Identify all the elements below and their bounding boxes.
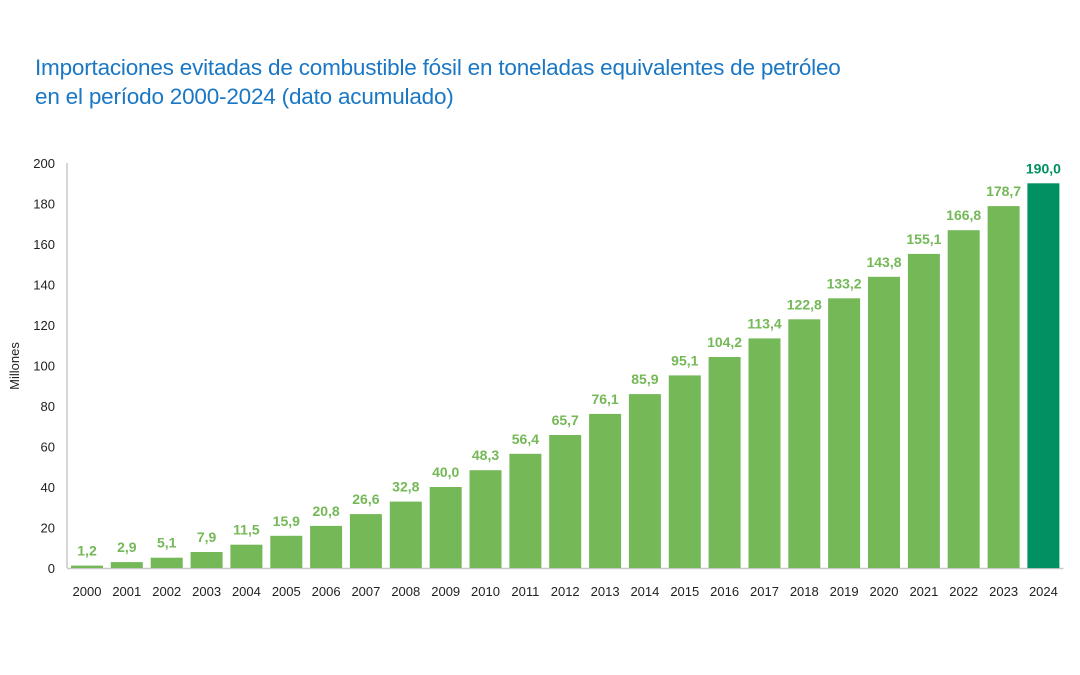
x-tick-label-2004: 2004: [232, 584, 261, 599]
x-tick-label-2011: 2011: [511, 584, 539, 599]
data-label-2023: 178,7: [986, 183, 1021, 199]
chart-title-line-2: en el período 2000-2024 (dato acumulado): [35, 84, 454, 109]
y-tick-label: 180: [33, 197, 55, 212]
x-tick-label-2005: 2005: [272, 584, 301, 599]
data-label-2017: 113,4: [747, 315, 781, 331]
bar-2005: [270, 535, 303, 568]
y-axis-ticks: 0 20 40 60 80 100 120 140 160 180 200: [33, 156, 55, 576]
data-label-2024: 190,0: [1026, 160, 1061, 176]
data-label-2019: 133,2: [827, 275, 862, 291]
bar-2014: [628, 394, 661, 568]
y-tick-label: 140: [33, 278, 55, 293]
bar-2015: [668, 375, 701, 568]
bar-2000: [71, 565, 103, 568]
chart-title: Importaciones evitadas de combustible fó…: [35, 53, 841, 111]
bar-2019: [828, 298, 861, 568]
data-label-2014: 85,9: [631, 371, 658, 387]
data-label-2009: 40,0: [432, 464, 459, 480]
data-label-2012: 65,7: [552, 412, 579, 428]
x-tick-label-2014: 2014: [630, 584, 659, 599]
bar-2012: [549, 435, 582, 568]
bar-2007: [349, 514, 382, 568]
bar-2001: [110, 562, 143, 568]
bar-2013: [589, 413, 622, 568]
bar-2002: [150, 557, 183, 568]
x-tick-label-2000: 2000: [73, 584, 102, 599]
bar-2008: [389, 501, 422, 568]
y-tick-label: 0: [48, 561, 55, 576]
data-label-2011: 56,4: [512, 431, 539, 447]
data-label-2016: 104,2: [707, 334, 742, 350]
y-tick-label: 60: [41, 440, 55, 455]
bar-2021: [907, 253, 940, 568]
x-tick-label-2017: 2017: [750, 584, 779, 599]
bars: [71, 183, 1060, 569]
data-label-2005: 15,9: [273, 513, 300, 529]
x-axis-ticks: 2000 2001 2002 2003 2004 2005 2006 2007 2008 2009…: [73, 584, 1058, 599]
data-label-2006: 20,8: [312, 503, 339, 519]
y-tick-label: 100: [33, 359, 55, 374]
data-label-2004: 11,5: [233, 522, 260, 538]
data-label-2010: 48,3: [472, 447, 499, 463]
x-tick-label-2006: 2006: [312, 584, 341, 599]
x-tick-label-2008: 2008: [391, 584, 420, 599]
y-tick-label: 20: [41, 521, 55, 536]
y-tick-label: 80: [41, 399, 55, 414]
x-tick-label-2023: 2023: [989, 584, 1018, 599]
y-tick-label: 200: [33, 156, 55, 171]
data-label-2008: 32,8: [392, 479, 419, 495]
bar-2010: [469, 470, 502, 568]
y-axis-label: Millones: [7, 342, 22, 390]
data-labels: 1,2 2,9 5,1 7,9 11,5 15,9 20,8 26,6 32,8 40,0 48,3…: [77, 160, 1061, 558]
data-label-2001: 2,9: [117, 539, 137, 555]
y-tick-label: 40: [41, 480, 55, 495]
bar-2022: [947, 230, 980, 568]
y-tick-label: 120: [33, 318, 55, 333]
data-label-2003: 7,9: [197, 529, 217, 545]
bar-2004: [230, 544, 263, 568]
x-tick-label-2010: 2010: [471, 584, 500, 599]
x-tick-label-2007: 2007: [351, 584, 380, 599]
bar-2016: [708, 357, 741, 568]
x-tick-label-2021: 2021: [909, 584, 938, 599]
bar-2024: [1027, 183, 1060, 569]
bar-2020: [868, 276, 900, 568]
x-tick-label-2001: 2001: [112, 584, 141, 599]
bar-2023: [987, 206, 1020, 568]
bar-2011: [509, 453, 542, 568]
data-label-2007: 26,6: [352, 491, 379, 507]
bar-2018: [788, 319, 821, 568]
x-tick-label-2016: 2016: [710, 584, 739, 599]
data-label-2018: 122,8: [787, 296, 822, 312]
data-label-2020: 143,8: [866, 254, 901, 270]
data-label-2022: 166,8: [946, 207, 981, 223]
data-label-2021: 155,1: [906, 231, 941, 247]
x-tick-label-2024: 2024: [1029, 584, 1058, 599]
x-tick-label-2009: 2009: [431, 584, 460, 599]
x-tick-label-2015: 2015: [670, 584, 699, 599]
bar-2003: [190, 552, 223, 568]
data-label-2013: 76,1: [591, 391, 618, 407]
data-label-2002: 5,1: [157, 535, 177, 551]
x-tick-label-2012: 2012: [551, 584, 580, 599]
bar-2017: [748, 338, 781, 568]
bar-2006: [310, 525, 343, 568]
x-tick-label-2013: 2013: [591, 584, 620, 599]
x-tick-label-2019: 2019: [830, 584, 859, 599]
x-tick-label-2020: 2020: [870, 584, 899, 599]
x-tick-label-2022: 2022: [949, 584, 978, 599]
x-tick-label-2018: 2018: [790, 584, 819, 599]
y-tick-label: 160: [33, 237, 55, 252]
chart-title-line-1: Importaciones evitadas de combustible fó…: [35, 55, 841, 80]
x-tick-label-2002: 2002: [152, 584, 181, 599]
data-label-2015: 95,1: [671, 352, 698, 368]
bar-2009: [429, 487, 462, 568]
x-tick-label-2003: 2003: [192, 584, 221, 599]
data-label-2000: 1,2: [77, 543, 97, 559]
